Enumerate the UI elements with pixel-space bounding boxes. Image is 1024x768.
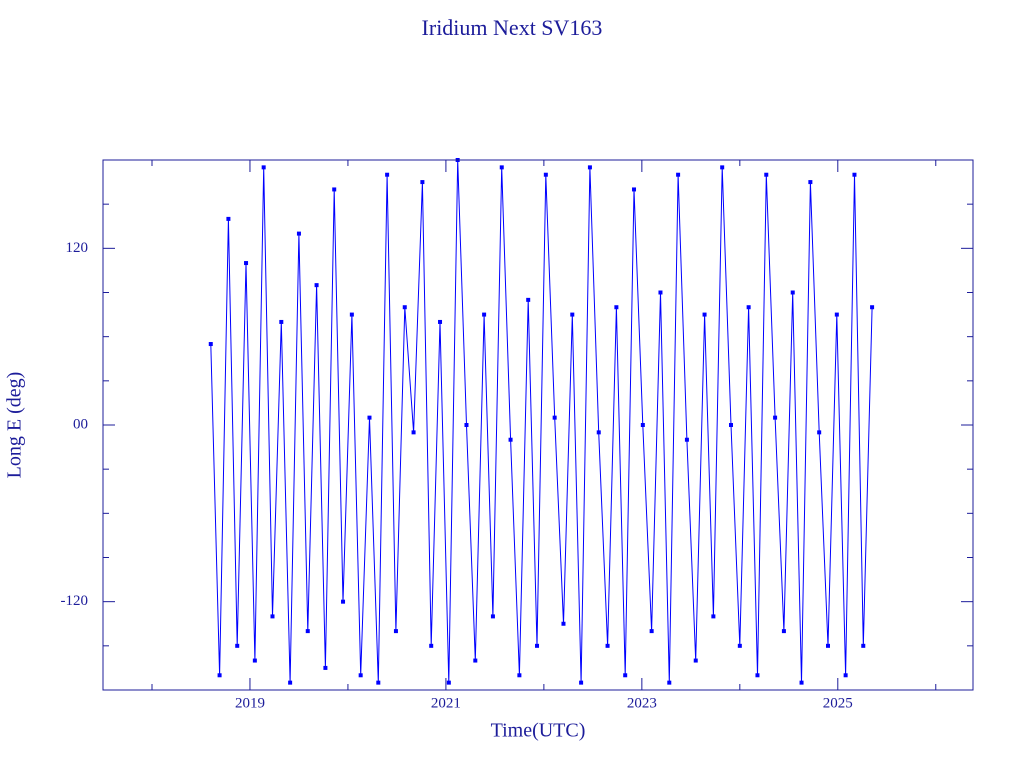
chart-title: Iridium Next SV163 — [422, 15, 603, 40]
y-tick-label: 00 — [73, 416, 88, 432]
data-point — [411, 430, 416, 435]
data-point — [764, 172, 769, 177]
data-point — [755, 673, 760, 678]
data-point — [270, 614, 275, 619]
data-point — [499, 165, 504, 170]
data-point — [729, 423, 734, 427]
data-point — [482, 312, 487, 317]
y-tick-label: -120 — [61, 593, 89, 609]
y-tick-label: 120 — [66, 240, 89, 256]
data-point — [252, 658, 257, 663]
data-point — [385, 172, 390, 177]
data-point — [720, 165, 725, 170]
data-point — [781, 629, 786, 634]
data-point — [799, 680, 804, 685]
data-point — [517, 673, 522, 678]
data-point — [288, 680, 293, 685]
data-point — [570, 312, 575, 317]
data-point — [535, 643, 540, 648]
data-point — [614, 305, 619, 310]
data-point — [208, 342, 213, 347]
data-point — [323, 665, 328, 670]
x-tick-label: 2023 — [627, 695, 657, 711]
data-point — [649, 629, 654, 634]
data-line — [210, 159, 873, 683]
plot-area — [208, 158, 875, 685]
x-tick-label: 2025 — [823, 695, 853, 711]
data-point — [852, 172, 857, 177]
data-point — [526, 297, 531, 302]
data-point — [446, 680, 451, 685]
data-point — [658, 290, 663, 295]
data-point — [579, 680, 584, 685]
data-point — [737, 643, 742, 648]
data-point — [676, 172, 681, 177]
data-point — [296, 231, 301, 236]
y-axis-title: Long E (deg) — [4, 372, 26, 479]
data-point — [808, 180, 813, 185]
data-point — [235, 643, 240, 648]
data-point — [367, 415, 372, 420]
data-point — [693, 658, 698, 663]
data-point — [279, 319, 284, 324]
data-point — [843, 673, 848, 678]
data-point — [217, 673, 222, 678]
data-point — [349, 312, 354, 317]
data-point — [314, 283, 319, 288]
data-point — [667, 680, 672, 685]
data-point — [834, 312, 839, 317]
data-point — [438, 319, 443, 324]
data-point — [632, 187, 637, 192]
data-point — [402, 305, 407, 310]
data-point — [420, 180, 425, 185]
data-point — [341, 599, 346, 604]
data-point — [746, 305, 751, 310]
data-point — [623, 673, 628, 678]
data-point — [473, 658, 478, 663]
data-point — [684, 437, 689, 442]
data-point — [711, 614, 716, 619]
x-axis-title: Time(UTC) — [491, 720, 586, 742]
data-point — [376, 680, 381, 685]
data-point — [261, 165, 266, 170]
data-point — [429, 643, 434, 648]
data-point — [587, 165, 592, 170]
data-point — [244, 261, 249, 266]
data-point — [358, 673, 363, 678]
data-point — [790, 290, 795, 295]
data-point — [870, 305, 875, 310]
data-point — [332, 187, 337, 192]
data-point — [861, 643, 866, 648]
data-point — [490, 614, 495, 619]
data-point — [508, 437, 513, 442]
x-tick-label: 2019 — [235, 695, 265, 711]
data-point — [640, 423, 645, 427]
data-point — [826, 643, 830, 648]
data-point — [702, 312, 707, 317]
data-point — [305, 629, 310, 634]
data-point — [226, 216, 231, 221]
data-point — [596, 430, 601, 435]
data-point — [773, 415, 778, 420]
data-point — [393, 629, 398, 634]
x-tick-label: 2021 — [431, 695, 461, 711]
data-point — [464, 423, 469, 427]
data-point — [561, 621, 566, 626]
data-point — [543, 172, 548, 177]
data-point — [605, 643, 610, 648]
data-point — [817, 430, 822, 435]
data-point — [552, 415, 557, 420]
